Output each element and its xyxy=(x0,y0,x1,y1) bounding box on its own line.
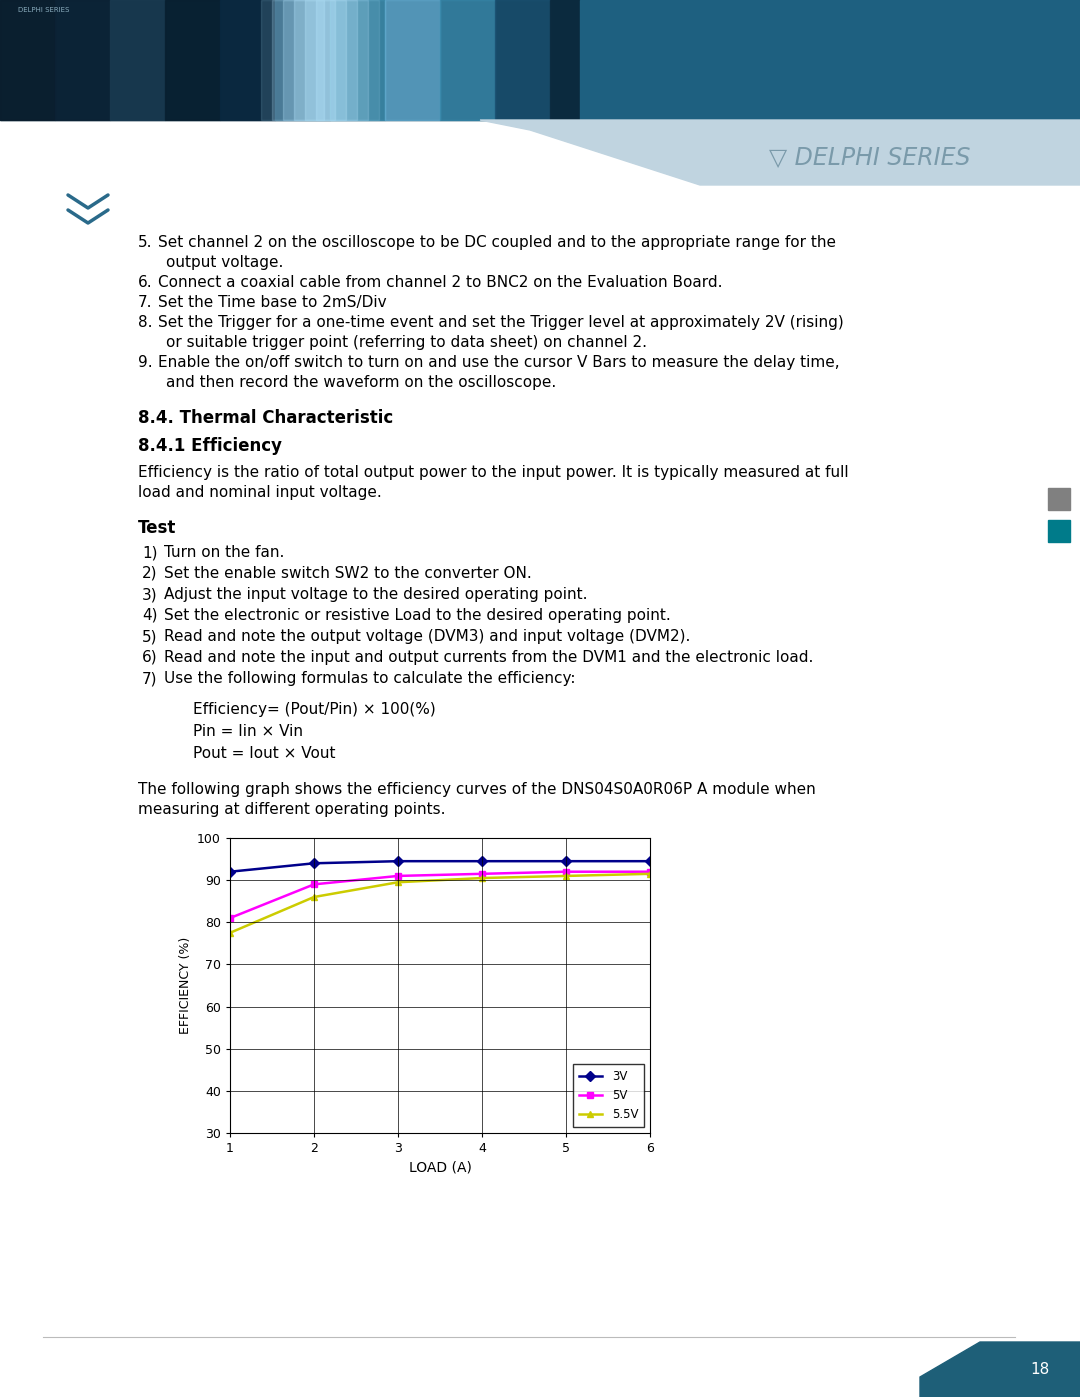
Bar xyxy=(0,0,55,120)
Text: Use the following formulas to calculate the efficiency:: Use the following formulas to calculate … xyxy=(164,671,576,686)
Text: Read and note the output voltage (DVM3) and input voltage (DVM2).: Read and note the output voltage (DVM3) … xyxy=(164,629,690,644)
Bar xyxy=(165,0,220,120)
Text: and then record the waveform on the oscilloscope.: and then record the waveform on the osci… xyxy=(166,374,556,390)
Text: Set channel 2 on the oscilloscope to be DC coupled and to the appropriate range : Set channel 2 on the oscilloscope to be … xyxy=(158,235,836,250)
3V xyxy=(475,852,488,869)
5.5V xyxy=(224,925,237,942)
Text: 18: 18 xyxy=(1030,1362,1050,1377)
Text: Set the Time base to 2mS/Div: Set the Time base to 2mS/Div xyxy=(158,295,387,310)
Polygon shape xyxy=(920,1343,1080,1397)
3V xyxy=(308,855,321,872)
3V xyxy=(392,852,405,869)
Text: output voltage.: output voltage. xyxy=(166,256,283,270)
Text: 6): 6) xyxy=(141,650,158,665)
Bar xyxy=(305,0,335,120)
Text: 3): 3) xyxy=(141,587,158,602)
Text: or suitable trigger point (referring to data sheet) on channel 2.: or suitable trigger point (referring to … xyxy=(166,335,647,351)
5.5V xyxy=(308,888,321,905)
Bar xyxy=(55,0,110,120)
Bar xyxy=(440,0,495,120)
Bar xyxy=(110,0,165,120)
5V xyxy=(644,863,657,880)
Text: Pin = Iin × Vin: Pin = Iin × Vin xyxy=(193,724,303,739)
Bar xyxy=(1048,520,1070,542)
Text: Set the Trigger for a one-time event and set the Trigger level at approximately : Set the Trigger for a one-time event and… xyxy=(158,314,843,330)
Text: Adjust the input voltage to the desired operating point.: Adjust the input voltage to the desired … xyxy=(164,587,588,602)
Text: load and nominal input voltage.: load and nominal input voltage. xyxy=(138,485,381,500)
3V xyxy=(559,852,572,869)
Bar xyxy=(550,0,605,120)
Legend: 3V, 5V, 5.5V: 3V, 5V, 5.5V xyxy=(572,1065,644,1127)
Text: 1): 1) xyxy=(141,545,158,560)
Bar xyxy=(316,0,324,120)
Text: 2): 2) xyxy=(141,566,158,581)
Bar xyxy=(1048,488,1070,510)
Text: Set the enable switch SW2 to the converter ON.: Set the enable switch SW2 to the convert… xyxy=(164,566,531,581)
5V xyxy=(224,909,237,926)
Text: 4): 4) xyxy=(141,608,158,623)
Bar xyxy=(580,0,1080,120)
Text: 5.: 5. xyxy=(138,235,152,250)
Y-axis label: EFFICIENCY (%): EFFICIENCY (%) xyxy=(178,937,191,1034)
Text: 8.4. Thermal Characteristic: 8.4. Thermal Characteristic xyxy=(138,409,393,427)
Text: Set the electronic or resistive Load to the desired operating point.: Set the electronic or resistive Load to … xyxy=(164,608,671,623)
Text: 5): 5) xyxy=(141,629,158,644)
Text: Turn on the fan.: Turn on the fan. xyxy=(164,545,284,560)
Text: Efficiency= (Pout/Pin) × 100(%): Efficiency= (Pout/Pin) × 100(%) xyxy=(193,703,435,717)
Bar xyxy=(283,0,357,120)
3V xyxy=(224,863,237,880)
Text: 8.: 8. xyxy=(138,314,152,330)
Text: Connect a coaxial cable from channel 2 to BNC2 on the Evaluation Board.: Connect a coaxial cable from channel 2 t… xyxy=(158,275,723,291)
Bar xyxy=(220,0,275,120)
Text: Efficiency is the ratio of total output power to the input power. It is typicall: Efficiency is the ratio of total output … xyxy=(138,465,849,481)
Bar xyxy=(605,0,660,120)
Text: DELPHI SERIES: DELPHI SERIES xyxy=(18,7,69,13)
5.5V xyxy=(392,875,405,891)
Text: 9.: 9. xyxy=(138,355,152,370)
Bar xyxy=(330,0,384,120)
Bar xyxy=(261,0,379,120)
Polygon shape xyxy=(480,120,1080,184)
Bar xyxy=(384,0,440,120)
Text: Test: Test xyxy=(138,520,176,536)
Text: Enable the on/off switch to turn on and use the cursor V Bars to measure the del: Enable the on/off switch to turn on and … xyxy=(158,355,839,370)
X-axis label: LOAD (A): LOAD (A) xyxy=(408,1161,472,1175)
Line: 3V: 3V xyxy=(227,858,653,875)
3V xyxy=(644,852,657,869)
5.5V xyxy=(475,870,488,887)
Line: 5V: 5V xyxy=(227,869,653,922)
Line: 5.5V: 5.5V xyxy=(227,870,653,936)
Text: measuring at different operating points.: measuring at different operating points. xyxy=(138,802,446,817)
5V xyxy=(559,863,572,880)
Text: 8.4.1 Efficiency: 8.4.1 Efficiency xyxy=(138,437,282,455)
Bar xyxy=(495,0,550,120)
Bar xyxy=(272,0,368,120)
Text: Read and note the input and output currents from the DVM1 and the electronic loa: Read and note the input and output curre… xyxy=(164,650,813,665)
Text: The following graph shows the efficiency curves of the DNS04S0A0R06P A module wh: The following graph shows the efficiency… xyxy=(138,782,815,798)
5V xyxy=(392,868,405,884)
Bar xyxy=(294,0,346,120)
Text: Pout = Iout × Vout: Pout = Iout × Vout xyxy=(193,746,336,761)
Text: 7): 7) xyxy=(141,671,158,686)
5V xyxy=(475,865,488,882)
5V xyxy=(308,876,321,893)
Text: 7.: 7. xyxy=(138,295,152,310)
5.5V xyxy=(644,865,657,882)
Text: ▽ DELPHI SERIES: ▽ DELPHI SERIES xyxy=(769,147,971,170)
Bar xyxy=(275,0,330,120)
Text: 6.: 6. xyxy=(138,275,152,291)
Bar xyxy=(0,0,1080,120)
5.5V xyxy=(559,868,572,884)
